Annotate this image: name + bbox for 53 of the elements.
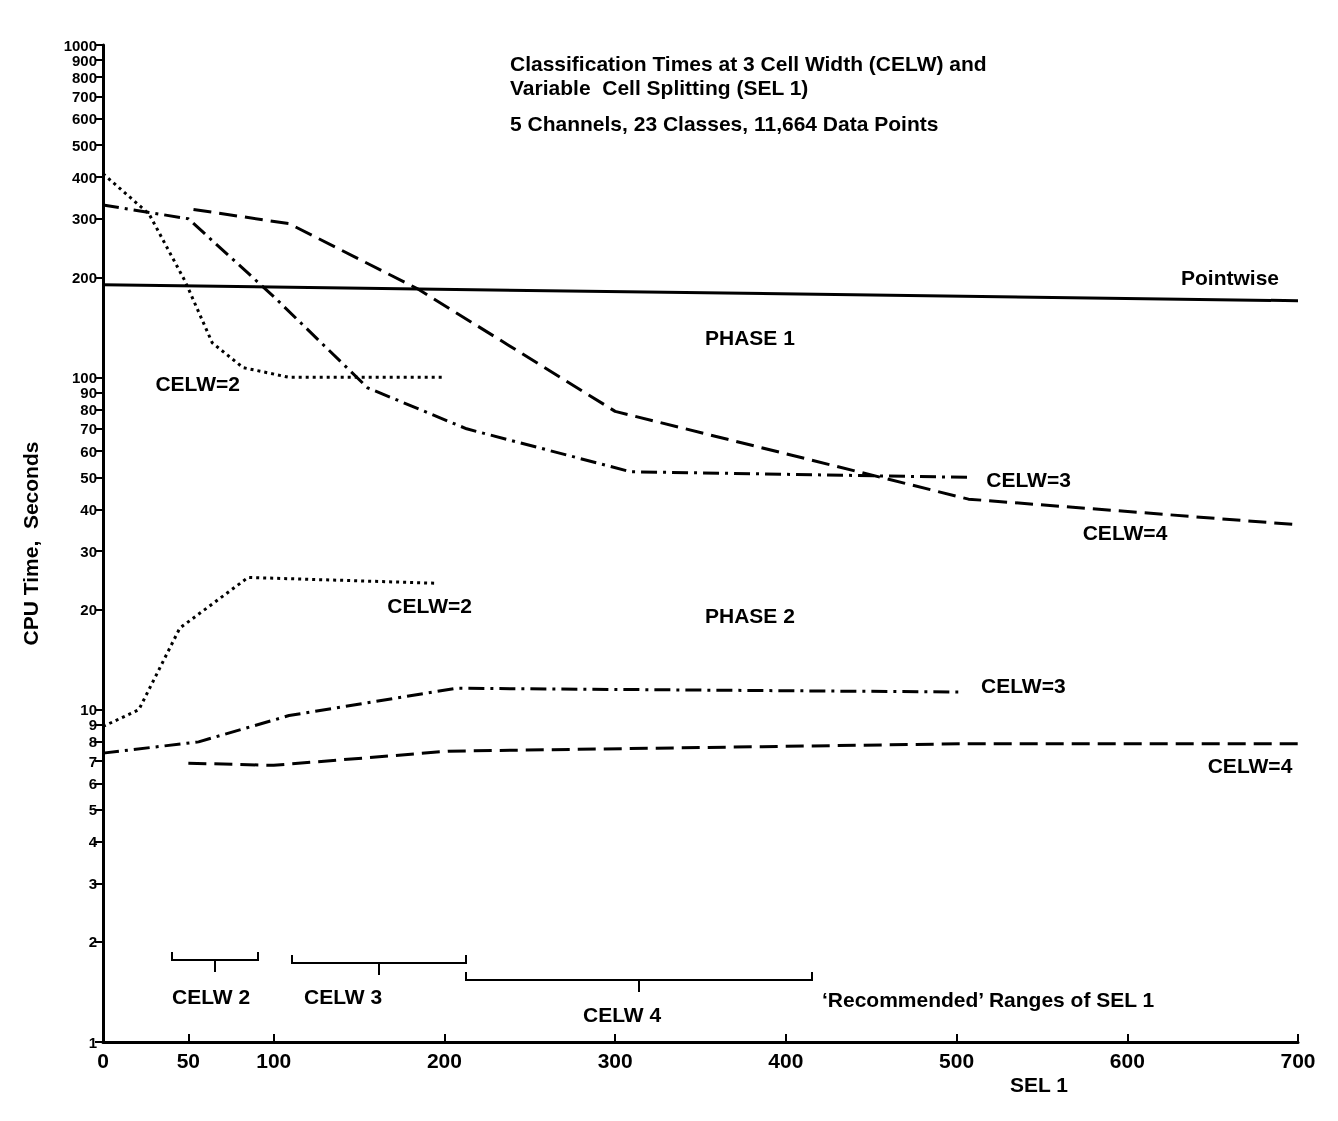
x-tick-label: 100	[256, 1049, 292, 1072]
series-label: CELW=2	[155, 371, 241, 395]
series-label: CELW=4	[1082, 521, 1168, 545]
annotation: PHASE 1	[705, 326, 796, 349]
x-tick-label: 300	[597, 1049, 633, 1072]
y-tick-label: 900	[71, 51, 97, 69]
text: 5 Channels, 23 Classes, 11,664 Data Points	[510, 112, 939, 135]
y-tick-label: 200	[71, 268, 97, 286]
annotation: CELW 2	[172, 985, 251, 1008]
x-tick-label: 500	[939, 1049, 975, 1072]
y-tick-label: 1000	[63, 36, 97, 54]
y-tick-label: 9	[88, 716, 97, 734]
y-tick-label: 6	[88, 774, 97, 792]
annotation: CELW 3	[304, 985, 383, 1008]
y-tick-label: 600	[71, 110, 97, 128]
x-tick-label: 200	[426, 1049, 462, 1072]
y-tick-label: 80	[80, 401, 97, 419]
x-tick-label: 400	[768, 1049, 804, 1072]
y-tick-label: 40	[80, 501, 97, 519]
y-tick-label: 90	[80, 384, 97, 402]
series-label: CELW=3	[980, 673, 1066, 697]
y-tick-label: 400	[71, 168, 97, 186]
annotation: PHASE 2	[705, 604, 795, 627]
x-axis-title: SEL 1	[1010, 1073, 1069, 1096]
series-label: CELW=3	[986, 467, 1071, 491]
x-tick-label: 0	[97, 1049, 109, 1072]
y-axis-title: CPU Time, Seconds	[19, 441, 42, 646]
y-tick-label: 100	[71, 368, 97, 386]
series-label: CELW=4	[1207, 754, 1293, 778]
y-tick-label: 800	[71, 68, 97, 86]
x-tick-label: 50	[176, 1049, 201, 1072]
y-tick-label: 30	[80, 542, 97, 560]
annotation: ‘Recommended’ Ranges of SEL 1	[822, 988, 1155, 1011]
y-tick-label: 10	[80, 701, 97, 719]
y-tick-label: 300	[71, 210, 97, 228]
series-label: CELW=2	[387, 593, 472, 617]
y-tick-label: 70	[80, 420, 97, 438]
y-tick-label: 60	[80, 442, 97, 460]
y-tick-label: 3	[88, 874, 97, 892]
x-tick-label: 600	[1109, 1049, 1145, 1072]
y-tick-label: 5	[88, 801, 97, 819]
y-tick-label: 50	[80, 468, 97, 486]
y-tick-label: 1	[88, 1033, 97, 1051]
y-tick-label: 700	[71, 87, 97, 105]
text: Classification Times at 3 Cell Width (CELW) and Variable Cell Splitting (SEL 1)	[510, 51, 987, 99]
y-tick-label: 7	[88, 752, 97, 770]
y-tick-label: 2	[88, 933, 97, 951]
annotation: CELW 4	[583, 1003, 662, 1026]
y-tick-label: 8	[88, 733, 97, 751]
y-tick-label: 20	[80, 601, 97, 619]
y-tick-label: 500	[71, 136, 97, 154]
series-label: Pointwise	[1180, 266, 1280, 290]
x-tick-label: 700	[1280, 1049, 1316, 1072]
